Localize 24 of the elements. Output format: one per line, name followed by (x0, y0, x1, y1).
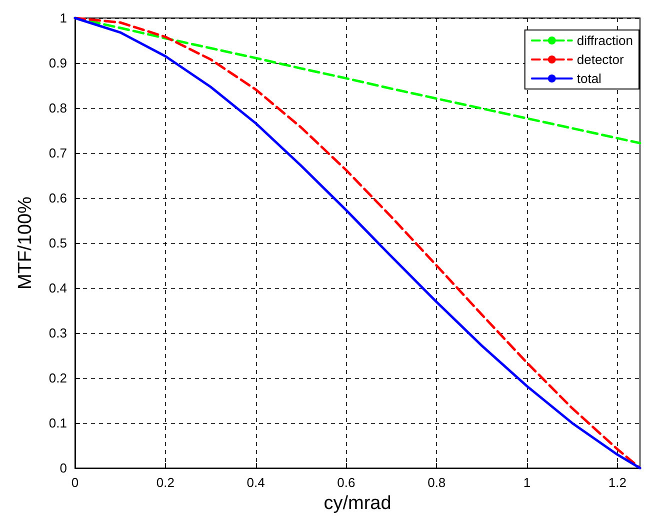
legend-label: diffraction (576, 33, 634, 48)
x-tick-label: 0.2 (156, 475, 174, 490)
x-tick-label: 0 (71, 475, 79, 490)
y-tick-label: 0 (60, 460, 67, 476)
y-tick-label: 0.2 (48, 370, 67, 386)
y-tick-label: 1 (60, 10, 67, 26)
y-axis-title: MTF/100% (15, 196, 36, 290)
x-tick-label: 1.2 (608, 475, 626, 490)
legend-label: total (576, 71, 602, 86)
y-tick-label: 0.5 (48, 236, 67, 251)
y-tick-label: 0.6 (48, 190, 67, 206)
y-tick-label: 0.3 (48, 326, 67, 341)
legend-label: detector (576, 52, 625, 67)
y-tick-label: 0.4 (48, 280, 67, 296)
x-tick-label: 0.4 (246, 475, 265, 490)
y-tick-label: 0.1 (48, 416, 67, 431)
x-tick-label: 0.8 (428, 475, 446, 490)
y-tick-label: 0.7 (48, 146, 67, 161)
line-series (74, 16, 642, 470)
x-tick-label: 1 (523, 475, 531, 490)
x-axis-title: cy/mrad (324, 493, 392, 514)
y-tick-label: 0.9 (48, 56, 67, 71)
x-tick-label: 0.6 (337, 475, 356, 490)
y-tick-label: 0.8 (48, 100, 67, 116)
